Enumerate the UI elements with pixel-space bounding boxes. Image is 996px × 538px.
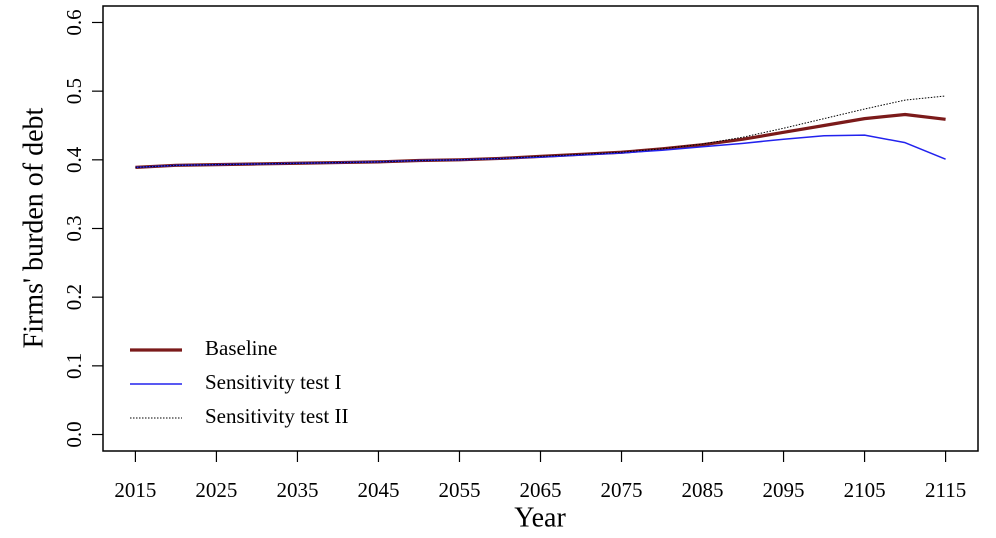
legend-label: Sensitivity test II — [205, 404, 349, 428]
x-tick-label: 2025 — [195, 478, 237, 502]
y-tick-label: 0.2 — [62, 284, 86, 310]
y-tick-label: 0.1 — [62, 353, 86, 379]
y-tick-label: 0.4 — [62, 146, 86, 173]
x-tick-label: 2075 — [601, 478, 643, 502]
y-tick-label: 0.6 — [62, 9, 86, 35]
y-tick-label: 0.0 — [62, 421, 86, 447]
x-tick-label: 2095 — [763, 478, 805, 502]
x-tick-label: 2055 — [438, 478, 480, 502]
x-tick-label: 2065 — [520, 478, 562, 502]
x-tick-label: 2045 — [357, 478, 399, 502]
legend-label: Sensitivity test I — [205, 370, 342, 394]
legend-label: Baseline — [205, 336, 277, 360]
x-tick-label: 2085 — [682, 478, 724, 502]
y-tick-label: 0.5 — [62, 78, 86, 104]
series-line — [135, 95, 946, 168]
x-tick-label: 2035 — [276, 478, 318, 502]
y-tick-label: 0.3 — [62, 215, 86, 241]
x-tick-label: 2015 — [114, 478, 156, 502]
x-tick-label: 2105 — [844, 478, 886, 502]
x-axis-title: Year — [514, 502, 566, 533]
y-axis-title: Firms' burden of debt — [18, 107, 49, 348]
x-tick-label: 2115 — [925, 478, 966, 502]
series-line — [135, 112, 946, 169]
